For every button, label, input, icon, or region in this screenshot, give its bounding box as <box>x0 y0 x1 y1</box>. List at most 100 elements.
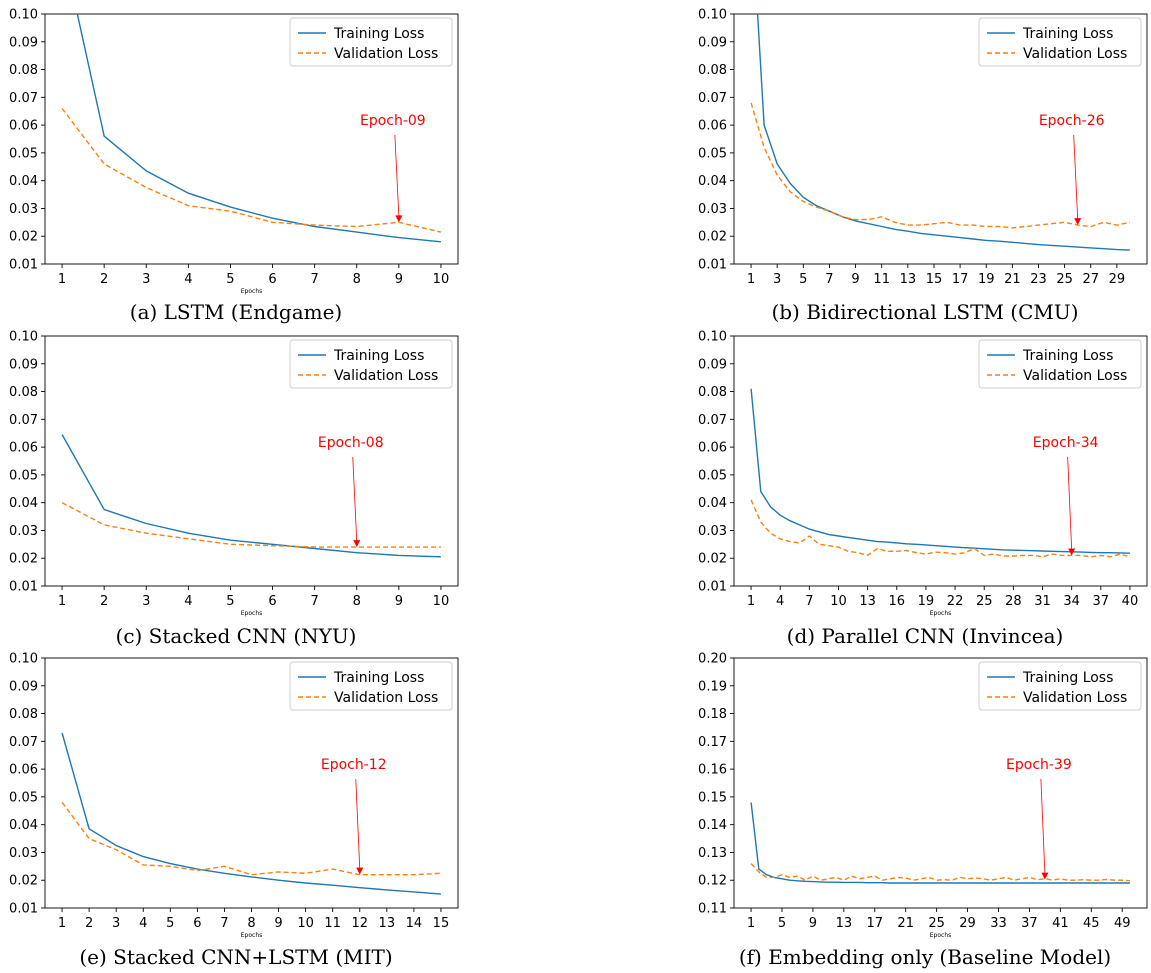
validation-loss-line <box>61 107 442 233</box>
validation-loss-line <box>750 102 1131 229</box>
x-tick-label: 49 <box>1114 916 1131 931</box>
y-tick-label: 0.05 <box>9 146 38 161</box>
plot-frame <box>733 657 1148 909</box>
x-tick-label: 40 <box>1122 594 1139 609</box>
x-tick-label: 15 <box>433 916 450 931</box>
plot-frame <box>44 13 459 265</box>
legend-training-label: Training Loss <box>333 348 424 364</box>
training-loss-line <box>756 14 1130 251</box>
x-tick-label: 6 <box>268 272 276 287</box>
x-tick-label: 10 <box>433 272 450 287</box>
x-tick-label: 31 <box>1034 594 1051 609</box>
y-tick-label: 0.08 <box>698 385 727 400</box>
x-tick-label: 2 <box>100 272 108 287</box>
y-tick-label: 0.06 <box>9 441 38 456</box>
x-tick-label: 10 <box>830 594 847 609</box>
legend-training-label: Training Loss <box>1022 26 1113 42</box>
x-tick-label: 21 <box>897 916 914 931</box>
y-tick-label: 0.18 <box>698 707 727 722</box>
x-tick-label: 4 <box>184 594 192 609</box>
chart-3: 0.01 0.02 0.03 0.04 0.05 0.06 0.07 0.08 0.09 0.10… <box>698 330 1148 617</box>
legend-box <box>289 17 453 67</box>
x-tick-label: 9 <box>809 916 817 931</box>
y-tick-label: 0.05 <box>9 790 38 805</box>
series-layer <box>61 14 442 243</box>
x-tick-label: 9 <box>395 594 403 609</box>
y-tick-label: 0.07 <box>9 91 38 106</box>
x-tick-label: 33 <box>990 916 1007 931</box>
chart-5: 0.11 0.12 0.13 0.14 0.15 0.16 0.17 0.18 0.19 0.20… <box>698 652 1148 939</box>
training-loss-line <box>61 434 441 558</box>
y-tick-label: 0.05 <box>698 468 727 483</box>
y-tick-label: 0.04 <box>9 496 38 511</box>
validation-loss-line <box>750 863 1130 882</box>
annotation-arrow <box>352 456 358 542</box>
y-tick-label: 0.06 <box>9 119 38 134</box>
x-tick-label: 27 <box>1082 272 1099 287</box>
annotation-arrowhead <box>1068 548 1076 556</box>
y-tick-label: 0.08 <box>698 63 727 78</box>
x-tick-label: 29 <box>959 916 976 931</box>
x-axis-label: Epochs <box>241 932 263 939</box>
annotation-label: Epoch-09 <box>360 113 426 129</box>
annotation-arrowhead <box>356 867 364 875</box>
x-tick-label: 7 <box>311 594 319 609</box>
training-loss-line <box>750 802 1130 884</box>
x-tick-label: 34 <box>1063 594 1080 609</box>
x-tick-label: 3 <box>773 272 781 287</box>
x-tick-label: 9 <box>274 916 282 931</box>
plot-frame <box>733 335 1148 587</box>
annotation-arrowhead <box>353 540 361 548</box>
legend-validation-label: Validation Loss <box>334 368 438 384</box>
annotation-arrowhead <box>1074 218 1082 226</box>
y-tick-label: 0.02 <box>9 230 38 245</box>
chart-0: 0.01 0.02 0.03 0.04 0.05 0.06 0.07 0.08 0.09 0.10… <box>9 8 459 295</box>
x-tick-label: 6 <box>193 916 201 931</box>
x-tick-label: 5 <box>226 594 234 609</box>
x-tick-label: 25 <box>976 594 993 609</box>
validation-loss-line <box>750 499 1131 558</box>
legend-training-label: Training Loss <box>1022 670 1113 686</box>
x-tick-label: 7 <box>311 272 319 287</box>
x-tick-label: 25 <box>1056 272 1073 287</box>
x-tick-label: 13 <box>379 916 396 931</box>
x-axis-label: Epochs <box>930 610 952 617</box>
legend-validation-label: Validation Loss <box>334 690 438 706</box>
x-tick-label: 8 <box>353 594 361 609</box>
legend-training-label: Training Loss <box>1022 348 1113 364</box>
annotation-label: Epoch-39 <box>1006 757 1072 773</box>
y-tick-label: 0.10 <box>698 8 727 23</box>
annotation-label: Epoch-34 <box>1033 435 1099 451</box>
y-tick-label: 0.03 <box>9 202 38 217</box>
chart-2: 0.01 0.02 0.03 0.04 0.05 0.06 0.07 0.08 0.09 0.10… <box>9 330 459 617</box>
x-tick-label: 13 <box>836 916 853 931</box>
plot-frame <box>733 13 1148 265</box>
legend-box <box>978 17 1142 67</box>
x-tick-label: 11 <box>873 272 890 287</box>
y-tick-label: 0.04 <box>9 818 38 833</box>
y-tick-label: 0.09 <box>698 357 727 372</box>
training-loss-line <box>61 732 441 895</box>
annotation-label: Epoch-12 <box>321 757 387 773</box>
x-axis-label: Epochs <box>241 610 263 617</box>
x-tick-label: 14 <box>406 916 423 931</box>
y-tick-label: 0.06 <box>698 119 727 134</box>
legend-box <box>289 339 453 389</box>
x-tick-label: 8 <box>247 916 255 931</box>
y-tick-label: 0.15 <box>698 790 727 805</box>
legend-validation-label: Validation Loss <box>1023 368 1127 384</box>
x-tick-label: 3 <box>112 916 120 931</box>
y-tick-label: 0.06 <box>9 763 38 778</box>
x-tick-label: 5 <box>778 916 786 931</box>
annotation-arrowhead <box>1041 872 1049 880</box>
x-tick-label: 15 <box>926 272 943 287</box>
y-tick-label: 0.01 <box>698 258 727 273</box>
y-tick-label: 0.03 <box>698 202 727 217</box>
y-tick-label: 0.09 <box>9 35 38 50</box>
y-tick-label: 0.01 <box>9 258 38 273</box>
x-tick-label: 23 <box>1030 272 1047 287</box>
y-tick-label: 0.10 <box>698 330 727 345</box>
x-tick-label: 25 <box>928 916 945 931</box>
y-tick-label: 0.01 <box>9 580 38 595</box>
x-tick-label: 1 <box>58 272 66 287</box>
